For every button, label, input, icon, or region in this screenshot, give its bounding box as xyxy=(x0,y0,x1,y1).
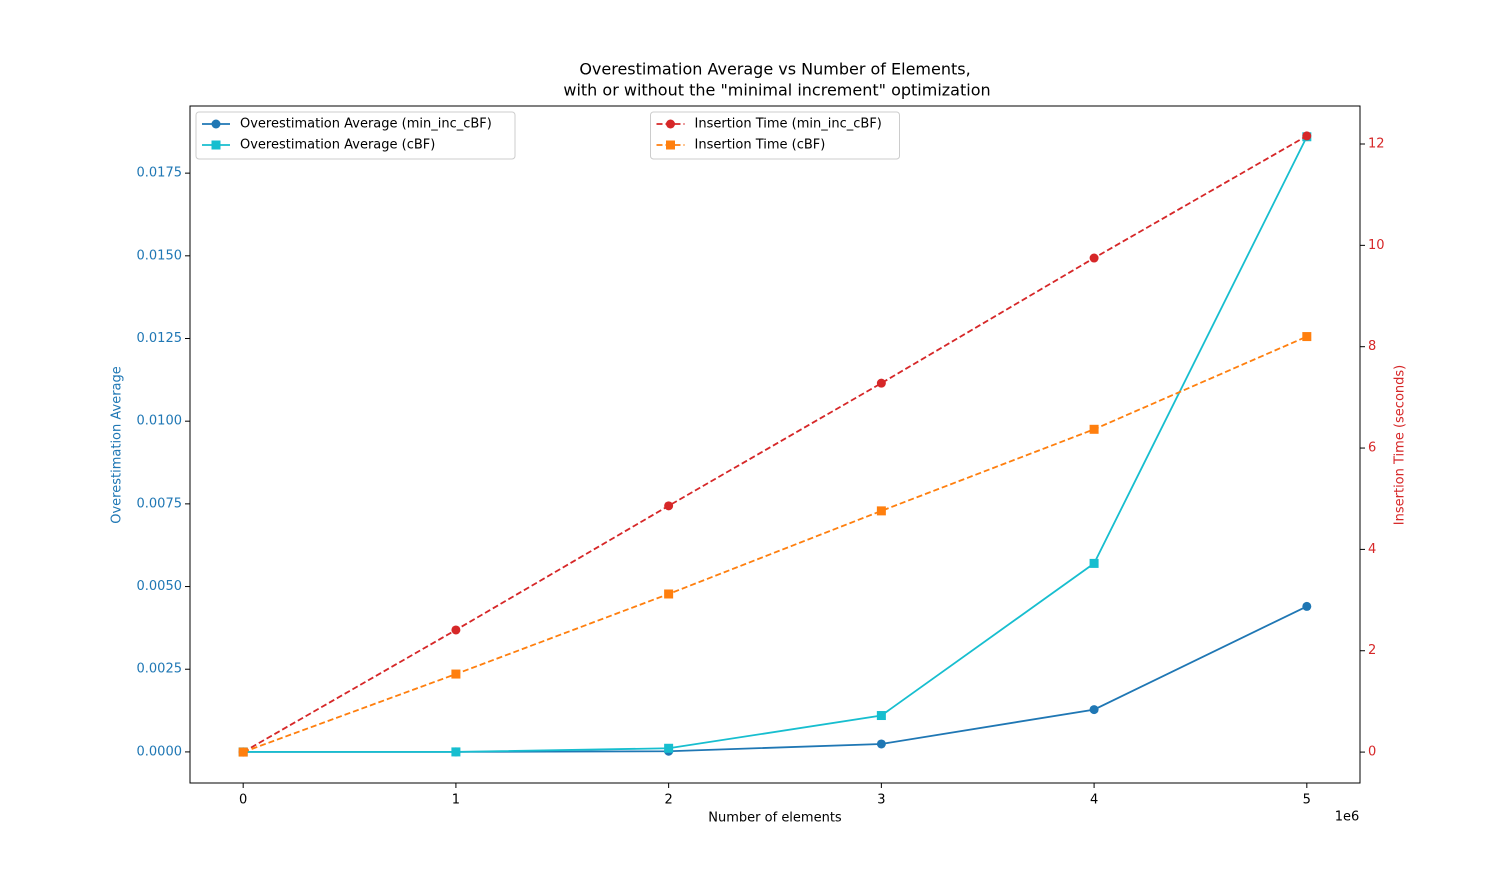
x-multiplier: 1e6 xyxy=(1335,810,1360,825)
legend-label: Insertion Time (cBF) xyxy=(695,138,826,153)
y-tick-label: 0.0000 xyxy=(137,744,183,759)
y-tick-label: 0.0075 xyxy=(137,496,183,511)
marker xyxy=(451,747,461,757)
marker xyxy=(1302,131,1312,141)
chart-title: Overestimation Average vs Number of Elem… xyxy=(579,60,970,79)
marker xyxy=(1302,332,1312,342)
y2-tick-label: 8 xyxy=(1368,339,1376,354)
x-tick-label: 0 xyxy=(239,793,247,808)
marker xyxy=(664,501,674,511)
y2-tick-label: 0 xyxy=(1368,745,1376,760)
legend-frame xyxy=(650,111,900,160)
x-tick-label: 3 xyxy=(877,793,885,808)
y-tick-label: 0.0025 xyxy=(137,662,183,677)
y-tick-label: 0.0100 xyxy=(137,414,183,429)
series-line xyxy=(242,135,1308,753)
marker xyxy=(451,669,461,679)
x-axis-label: Number of elements xyxy=(708,811,842,826)
x-tick-label: 5 xyxy=(1303,793,1311,808)
y2-tick-label: 6 xyxy=(1368,441,1376,456)
marker xyxy=(664,589,674,599)
marker xyxy=(664,743,674,753)
marker xyxy=(1089,424,1099,434)
legend-marker xyxy=(666,119,675,129)
series-line xyxy=(243,136,1308,753)
legend-label: Overestimation Average (cBF) xyxy=(240,138,435,153)
y2-axis-label: Insertion Time (seconds) xyxy=(1393,365,1408,525)
marker xyxy=(876,378,886,388)
marker xyxy=(1089,705,1099,715)
y-tick-label: 0.0050 xyxy=(137,579,183,594)
y-tick-label: 0.0150 xyxy=(137,248,183,263)
y-tick-label: 0.0125 xyxy=(137,331,183,346)
marker xyxy=(1089,253,1099,263)
marker xyxy=(451,625,461,635)
y2-tick-label: 4 xyxy=(1368,542,1376,557)
plot-frame xyxy=(189,105,1361,784)
marker xyxy=(238,747,248,757)
legend-marker xyxy=(211,119,221,129)
marker xyxy=(1089,558,1099,568)
y-tick-label: 0.0175 xyxy=(137,166,183,181)
y2-tick-label: 2 xyxy=(1368,643,1376,658)
x-tick-label: 1 xyxy=(452,793,460,808)
legend: Overestimation Average (min_inc_cBF) Over… xyxy=(195,111,516,160)
series-line xyxy=(242,335,1308,753)
legend-frame xyxy=(195,111,516,160)
y2-tick-label: 10 xyxy=(1368,238,1385,253)
marker xyxy=(876,711,886,721)
marker xyxy=(1302,601,1312,611)
legend-marker xyxy=(211,140,221,150)
legend-marker xyxy=(666,140,675,150)
marker xyxy=(876,506,886,516)
legend-label: Overestimation Average (min_inc_cBF) xyxy=(240,117,492,132)
y-axis-label: Overestimation Average xyxy=(110,366,125,524)
legend: Insertion Time (min_inc_cBF) Insertion Ti… xyxy=(650,111,900,160)
y2-tick-label: 12 xyxy=(1368,137,1385,152)
chart-title: with or without the "minimal increment" … xyxy=(563,81,990,100)
x-tick-label: 2 xyxy=(664,793,672,808)
x-tick-label: 4 xyxy=(1090,793,1098,808)
marker xyxy=(876,739,886,749)
legend-label: Insertion Time (min_inc_cBF) xyxy=(695,117,882,132)
